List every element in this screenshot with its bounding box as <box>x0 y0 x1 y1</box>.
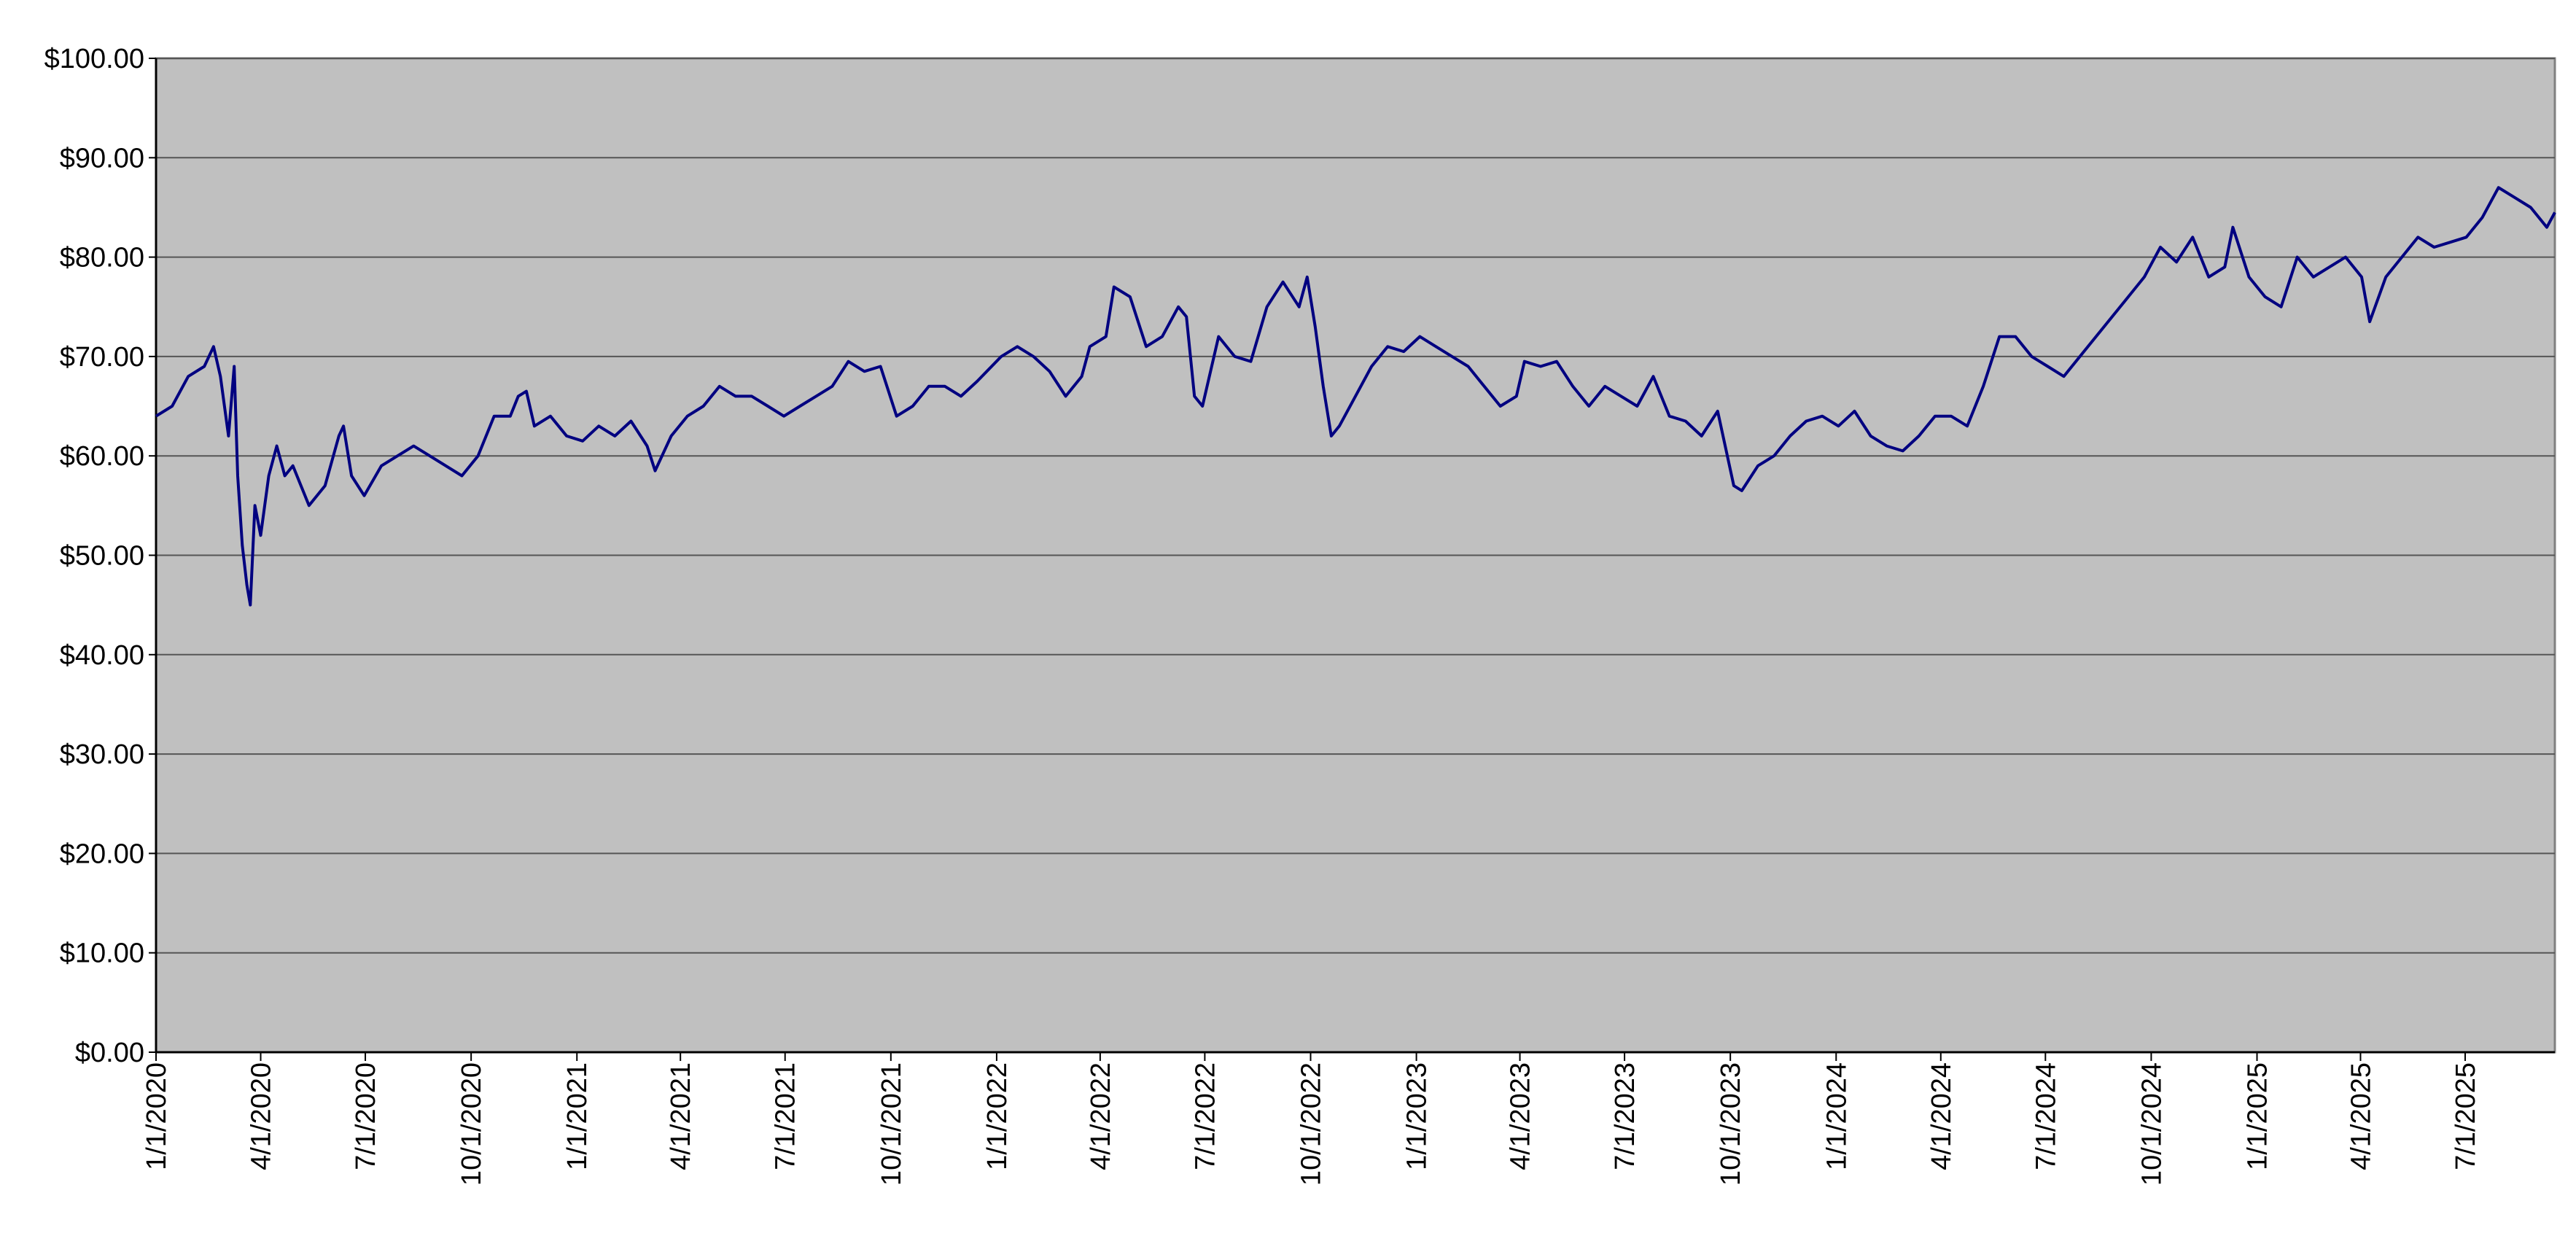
y-tick-label: $30.00 <box>60 739 144 770</box>
x-tick-label: 7/1/2025 <box>2451 1062 2481 1170</box>
y-tick-label: $100.00 <box>44 44 144 74</box>
x-tick-label: 7/1/2020 <box>351 1062 381 1170</box>
x-tick-label: 1/1/2021 <box>562 1062 593 1170</box>
x-tick-label: 4/1/2025 <box>2346 1062 2376 1170</box>
x-tick-label: 1/1/2025 <box>2243 1062 2273 1170</box>
x-tick-label: 1/1/2022 <box>982 1062 1013 1170</box>
x-tick-label: 10/1/2020 <box>456 1062 487 1186</box>
y-tick-label: $10.00 <box>60 938 144 969</box>
x-tick-label: 10/1/2021 <box>876 1062 907 1186</box>
y-tick-label: $60.00 <box>60 441 144 472</box>
x-tick-label: 7/1/2023 <box>1610 1062 1641 1170</box>
x-tick-label: 10/1/2023 <box>1716 1062 1746 1186</box>
x-tick-label: 4/1/2024 <box>1926 1062 1957 1170</box>
x-tick-label: 4/1/2020 <box>246 1062 277 1170</box>
y-tick-label: $90.00 <box>60 143 144 174</box>
y-tick-label: $20.00 <box>60 839 144 869</box>
y-tick-label: $70.00 <box>60 342 144 373</box>
x-tick-label: 4/1/2022 <box>1086 1062 1116 1170</box>
y-tick-label: $0.00 <box>75 1038 144 1068</box>
x-tick-label: 1/1/2024 <box>1821 1062 1852 1170</box>
y-tick-label: $80.00 <box>60 243 144 273</box>
x-tick-label: 7/1/2022 <box>1190 1062 1221 1170</box>
price-line <box>155 186 2556 607</box>
x-tick-label: 4/1/2021 <box>666 1062 696 1170</box>
x-tick-label: 7/1/2024 <box>2031 1062 2061 1170</box>
x-tick-label: 1/1/2020 <box>141 1062 172 1170</box>
x-tick-label: 1/1/2023 <box>1402 1062 1433 1170</box>
x-tick-label: 10/1/2022 <box>1296 1062 1326 1186</box>
y-tick-label: $50.00 <box>60 541 144 572</box>
x-tick-label: 7/1/2021 <box>771 1062 801 1170</box>
x-tick-label: 4/1/2023 <box>1506 1062 1536 1170</box>
y-tick-label: $40.00 <box>60 640 144 671</box>
x-tick-label: 10/1/2024 <box>2136 1062 2167 1186</box>
